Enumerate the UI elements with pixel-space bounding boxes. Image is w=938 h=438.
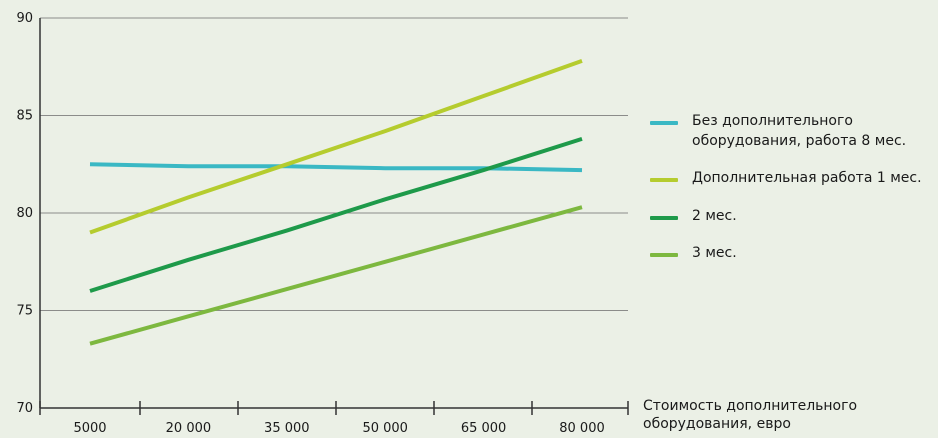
- x-tick-label: 5000: [73, 421, 106, 436]
- legend-item: Без дополнительного оборудования, работа…: [650, 112, 935, 151]
- series-line: [89, 136, 583, 293]
- legend-swatch: [650, 121, 678, 125]
- x-tick-label: 80 000: [559, 421, 605, 436]
- x-tick-label: 65 000: [461, 421, 507, 436]
- series-line: [89, 59, 583, 235]
- legend: Без дополнительного оборудования, работа…: [650, 112, 935, 282]
- legend-swatch: [650, 215, 678, 220]
- y-tick-label: 75: [16, 304, 33, 319]
- legend-label: Без дополнительного оборудования, работа…: [692, 112, 906, 151]
- x-axis-title: Стоимость дополнительного оборудования, …: [643, 397, 933, 433]
- y-tick-label: 90: [16, 11, 33, 26]
- series-line: [89, 205, 583, 346]
- y-tick-label: 70: [16, 401, 33, 416]
- legend-label-line: оборудования, работа 8 мес.: [692, 132, 907, 149]
- x-tick-label: 50 000: [362, 421, 408, 436]
- legend-swatch: [650, 178, 678, 183]
- y-tick-label: 80: [16, 206, 33, 221]
- x-axis-title-line: оборудования, евро: [643, 416, 791, 433]
- x-tick-label: 35 000: [264, 421, 310, 436]
- legend-item: 2 мес.: [650, 207, 935, 227]
- legend-label: Дополнительная работа 1 мес.: [692, 170, 922, 187]
- legend-item: 3 мес.: [650, 244, 935, 264]
- legend-label: 3 мес.: [692, 245, 737, 262]
- legend-item: Дополнительная работа 1 мес.: [650, 169, 935, 189]
- series-line: [89, 162, 583, 173]
- legend-label: 2 мес.: [692, 207, 737, 224]
- x-axis-title-line: Стоимость дополнительного: [643, 398, 858, 414]
- legend-swatch: [650, 253, 678, 258]
- y-tick-label: 85: [16, 109, 33, 124]
- x-tick-label: 20 000: [166, 421, 212, 436]
- legend-label-line: Без дополнительного: [692, 113, 853, 129]
